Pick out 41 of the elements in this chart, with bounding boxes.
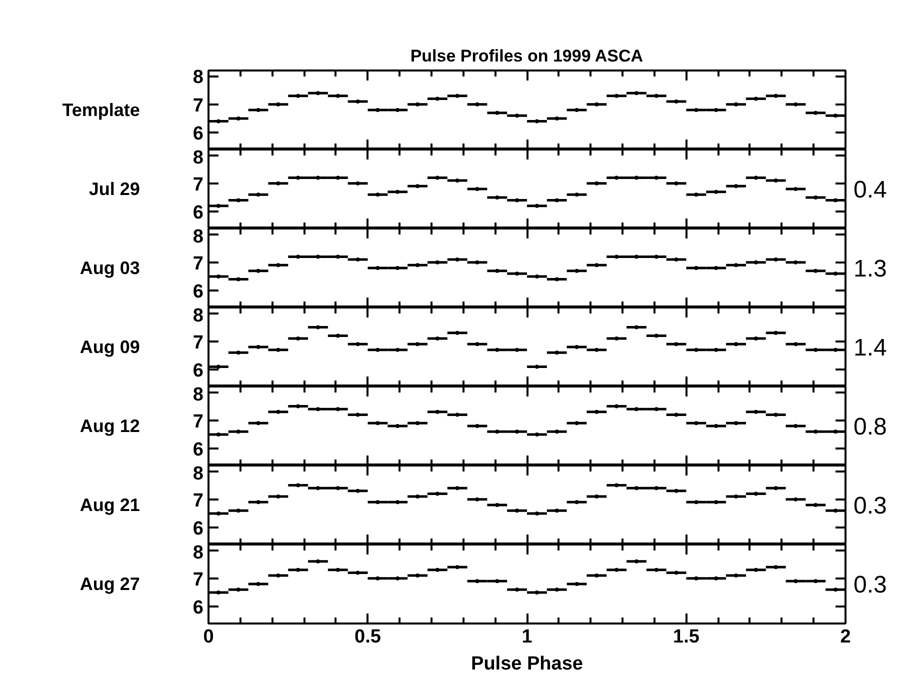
y-tick-label: 8 (192, 148, 204, 168)
y-tick-label: 7 (192, 174, 204, 196)
text: 0.4 (854, 176, 887, 204)
y-tick-label: 6 (192, 202, 204, 224)
y-tick-label: 6 (192, 440, 204, 461)
y-tick-label: 8 (192, 384, 204, 406)
y-tick-label: 6 (192, 360, 204, 382)
y-tick-label: 6 (192, 518, 204, 540)
text: 1.4 (854, 334, 887, 362)
x-axis-title: Pulse Phase (471, 654, 583, 674)
x-tick-label: 2 (840, 626, 851, 648)
x-tick-label: 0.5 (354, 626, 382, 648)
y-tick-label: 8 (192, 306, 204, 326)
y-axis-title: Aug 27 (80, 574, 140, 594)
y-axis-title: Aug 21 (80, 495, 140, 515)
y-tick-label: 8 (192, 464, 204, 484)
y-axis-title: Aug 09 (80, 337, 140, 357)
text: 0.3 (854, 572, 887, 598)
y-axis-title: Aug 12 (80, 416, 140, 436)
x-tick-label: 1 (522, 626, 533, 648)
y-tick-label: 7 (192, 411, 204, 432)
text: 1.3 (854, 256, 887, 282)
x-tick-label: 1.5 (673, 626, 700, 648)
y-tick-label: 6 (192, 282, 204, 303)
y-tick-label: 6 (192, 124, 204, 145)
y-tick-label: 7 (192, 569, 204, 590)
y-tick-label: 7 (192, 490, 204, 512)
text: 0.3 (854, 492, 887, 520)
x-tick-label: 0 (203, 626, 214, 648)
y-axis-title: Aug 03 (80, 258, 140, 278)
chart-title: Pulse Profiles on 1999 ASCA (410, 46, 644, 66)
text: 0.8 (854, 414, 887, 440)
y-axis-title: Jul 29 (88, 179, 140, 199)
y-tick-label: 7 (192, 95, 204, 116)
y-tick-label: 8 (192, 67, 204, 88)
y-tick-label: 6 (192, 598, 204, 619)
y-tick-label: 8 (192, 226, 204, 248)
y-tick-label: 8 (192, 542, 204, 564)
y-axis-title: Template (62, 100, 140, 120)
y-tick-label: 7 (192, 253, 204, 274)
y-tick-label: 7 (192, 332, 204, 354)
